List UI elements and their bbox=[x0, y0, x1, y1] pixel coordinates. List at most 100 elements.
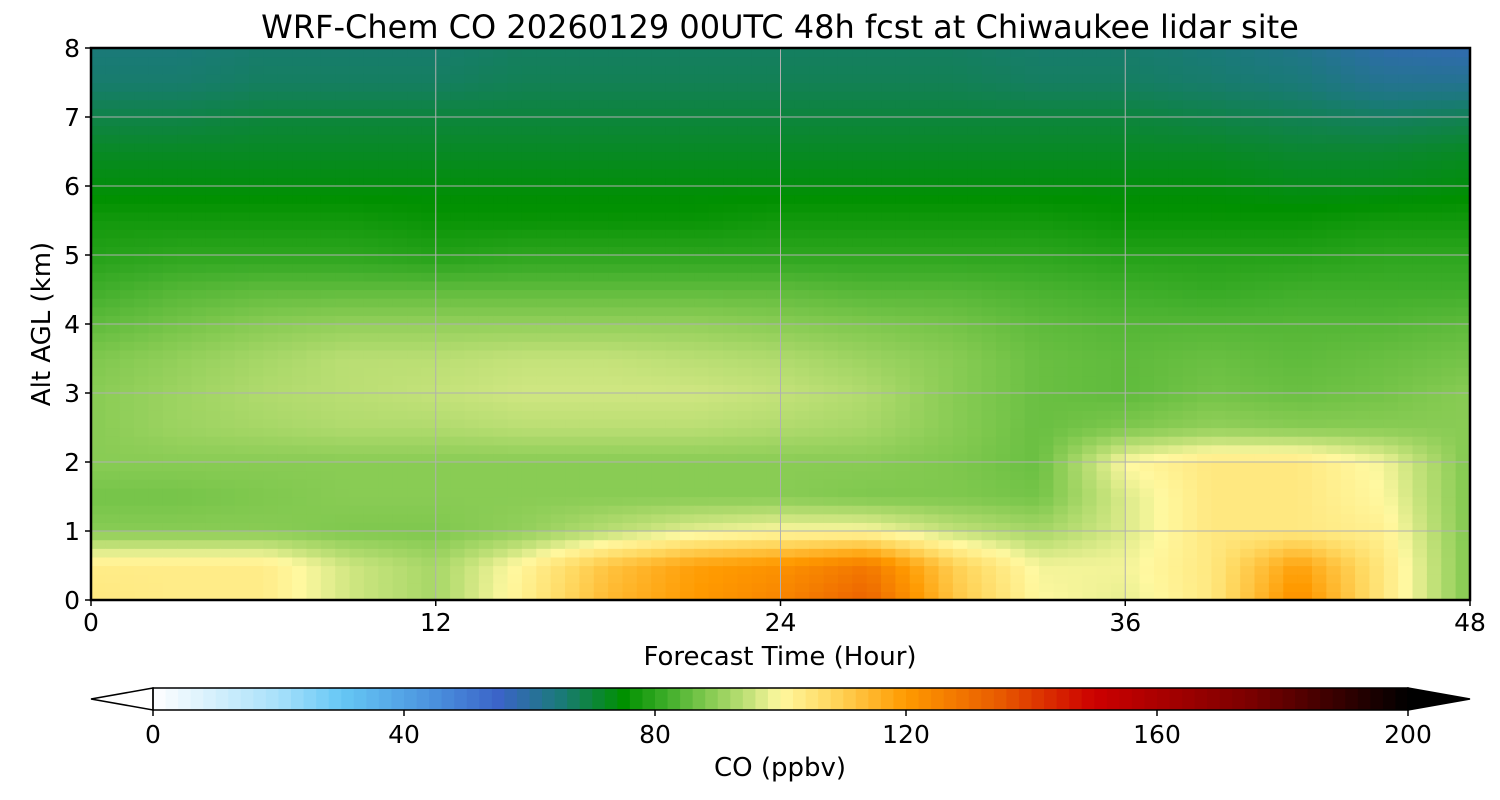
heatmap-cell bbox=[1182, 548, 1198, 558]
heatmap-cell bbox=[751, 410, 767, 420]
heatmap-cell bbox=[1125, 203, 1141, 213]
heatmap-cell bbox=[1053, 470, 1069, 480]
heatmap-cell bbox=[249, 220, 264, 230]
heatmap-cell bbox=[335, 255, 351, 265]
heatmap-cell bbox=[881, 56, 897, 66]
heatmap-cell bbox=[464, 142, 480, 153]
heatmap-cell bbox=[1110, 160, 1126, 170]
heatmap-cell bbox=[450, 65, 466, 75]
heatmap-cell bbox=[565, 410, 580, 420]
heatmap-cell bbox=[148, 436, 164, 446]
heatmap-cell bbox=[1125, 125, 1141, 135]
heatmap-cell bbox=[435, 108, 451, 118]
heatmap-cell bbox=[751, 470, 767, 480]
heatmap-cell bbox=[852, 341, 868, 351]
heatmap-cell bbox=[1010, 487, 1026, 498]
heatmap-cell bbox=[723, 255, 739, 265]
heatmap-cell bbox=[723, 332, 739, 342]
heatmap-cell bbox=[450, 272, 466, 282]
heatmap-cell bbox=[507, 531, 523, 541]
heatmap-cell bbox=[392, 73, 408, 84]
heatmap-cell bbox=[464, 306, 480, 316]
heatmap-cell bbox=[105, 48, 121, 58]
heatmap-cell bbox=[1024, 315, 1040, 325]
heatmap-cell bbox=[1067, 280, 1083, 291]
heatmap-cell bbox=[1182, 591, 1198, 601]
heatmap-cell bbox=[550, 556, 566, 567]
heatmap-cell bbox=[478, 203, 494, 213]
heatmap-cell bbox=[651, 358, 667, 368]
heatmap-cell bbox=[105, 367, 121, 377]
heatmap-cell bbox=[1110, 306, 1126, 316]
heatmap-cell bbox=[435, 418, 451, 429]
heatmap-cell bbox=[852, 556, 868, 567]
heatmap-cell bbox=[521, 246, 537, 256]
heatmap-cell bbox=[679, 479, 695, 489]
heatmap-cell bbox=[378, 263, 394, 273]
heatmap-cell bbox=[708, 548, 724, 558]
heatmap-cell bbox=[134, 513, 150, 523]
heatmap-cell bbox=[349, 565, 365, 575]
heatmap-cell bbox=[349, 462, 365, 472]
heatmap-cell bbox=[335, 315, 351, 325]
heatmap-cell bbox=[421, 418, 437, 429]
heatmap-cell bbox=[608, 522, 624, 532]
heatmap-cell bbox=[1125, 280, 1141, 291]
heatmap-cell bbox=[478, 367, 494, 377]
heatmap-cell bbox=[1153, 393, 1169, 403]
heatmap-cell bbox=[91, 255, 106, 265]
heatmap-cell bbox=[751, 142, 767, 153]
heatmap-cell bbox=[1067, 375, 1083, 385]
heatmap-cell bbox=[1082, 280, 1098, 291]
heatmap-cell bbox=[1125, 99, 1141, 109]
heatmap-cell bbox=[622, 324, 638, 334]
heatmap-cell bbox=[450, 384, 466, 394]
heatmap-cell bbox=[809, 513, 825, 523]
heatmap-cell bbox=[421, 142, 437, 153]
heatmap-cell bbox=[665, 211, 681, 222]
heatmap-cell bbox=[464, 531, 480, 541]
heatmap-cell bbox=[866, 298, 882, 308]
heatmap-cell bbox=[220, 229, 236, 239]
heatmap-cell bbox=[967, 505, 983, 515]
heatmap-cell bbox=[277, 65, 293, 75]
heatmap-cell bbox=[320, 453, 336, 463]
heatmap-cell bbox=[1010, 393, 1026, 403]
heatmap-cell bbox=[866, 246, 882, 256]
heatmap-cell bbox=[1096, 229, 1112, 239]
heatmap-cell bbox=[837, 522, 853, 532]
heatmap-cell bbox=[780, 289, 796, 299]
heatmap-cell bbox=[277, 324, 293, 334]
heatmap-cell bbox=[938, 393, 954, 403]
heatmap-cell bbox=[249, 272, 264, 282]
heatmap-cell bbox=[493, 324, 509, 334]
heatmap-cell bbox=[1096, 65, 1112, 75]
heatmap-cell bbox=[780, 160, 796, 170]
heatmap-cell bbox=[249, 263, 264, 273]
heatmap-cell bbox=[363, 582, 379, 592]
heatmap-cell bbox=[119, 367, 135, 377]
heatmap-cell bbox=[1168, 591, 1184, 601]
heatmap-cell bbox=[1053, 229, 1069, 239]
heatmap-cell bbox=[464, 298, 480, 308]
heatmap-cell bbox=[809, 255, 825, 265]
heatmap-cell bbox=[407, 341, 422, 351]
heatmap-cell bbox=[694, 142, 710, 153]
heatmap-cell bbox=[1182, 65, 1198, 75]
heatmap-cell bbox=[852, 324, 868, 334]
heatmap-cell bbox=[249, 315, 264, 325]
heatmap-cell bbox=[1039, 418, 1055, 429]
heatmap-cell bbox=[952, 487, 968, 498]
heatmap-cell bbox=[622, 280, 638, 291]
heatmap-cell bbox=[378, 591, 394, 601]
heatmap-cell bbox=[292, 91, 308, 101]
heatmap-cell bbox=[665, 255, 681, 265]
heatmap-cell bbox=[320, 48, 336, 58]
heatmap-cell bbox=[766, 134, 782, 144]
heatmap-cell bbox=[737, 418, 753, 429]
heatmap-cell bbox=[1053, 496, 1069, 506]
heatmap-cell bbox=[881, 168, 897, 178]
heatmap-cell bbox=[751, 513, 767, 523]
heatmap-cell bbox=[91, 315, 106, 325]
heatmap-cell bbox=[263, 548, 279, 558]
